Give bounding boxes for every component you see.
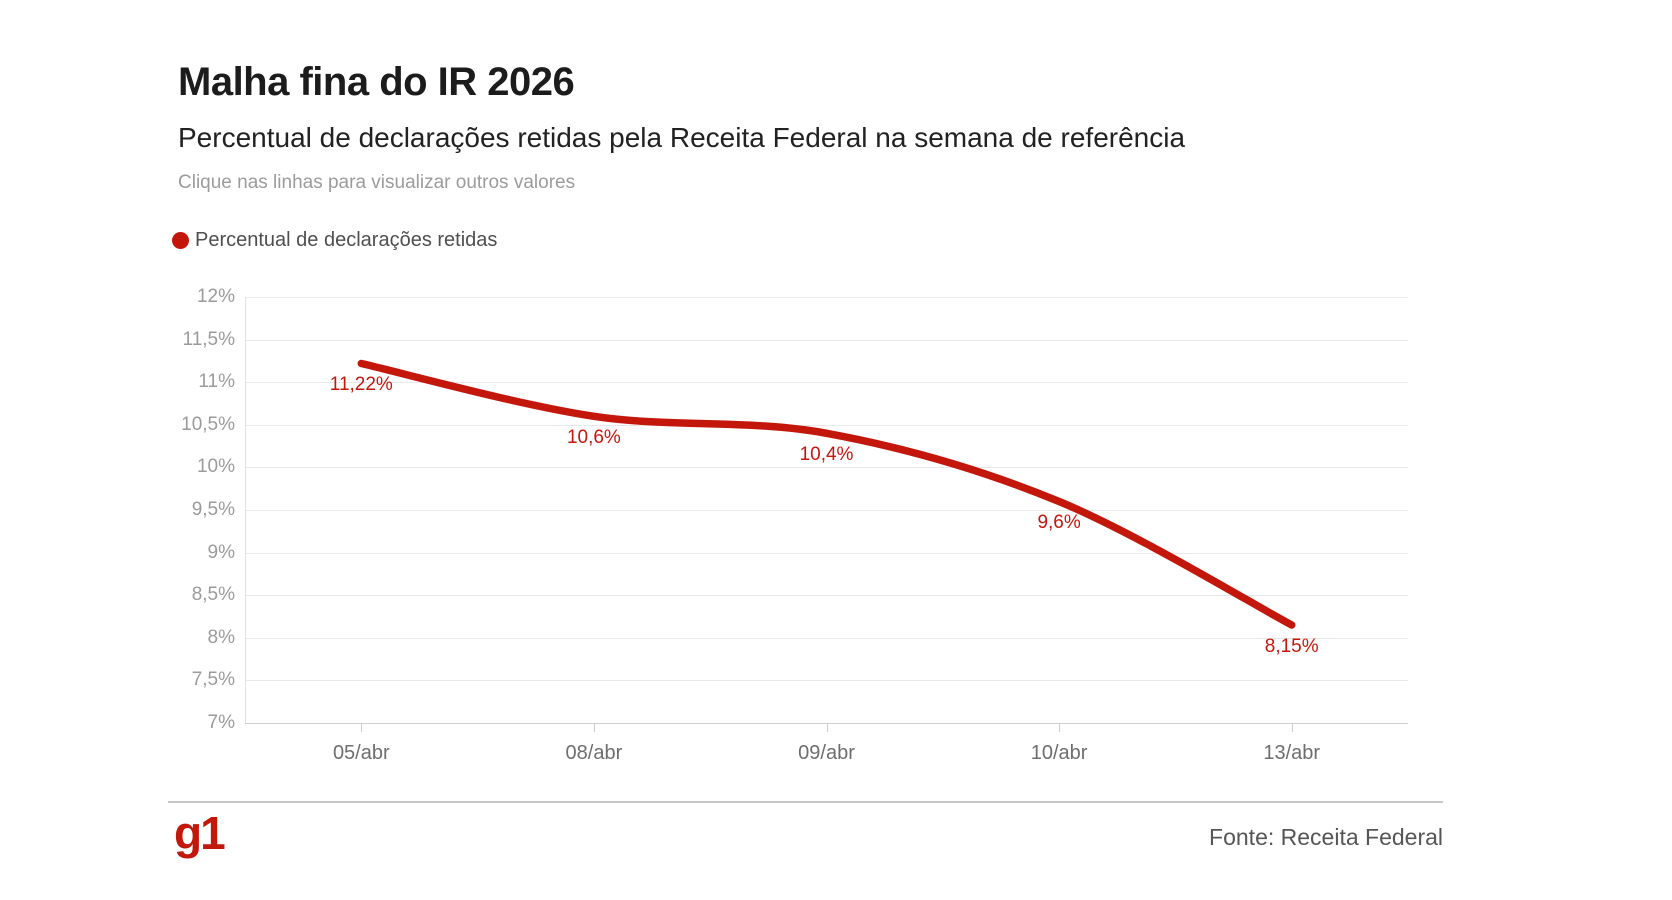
y-axis-line [245,297,246,723]
gridline [245,595,1408,597]
gridline [245,637,1408,639]
y-axis-tick-label: 12% [196,286,235,307]
x-axis-tick [1291,723,1293,732]
data-label: 10,6% [566,427,621,449]
data-label: 8,15% [1264,636,1319,658]
y-axis-tick-label: 8% [207,626,235,648]
x-axis-tick [1059,723,1061,732]
y-axis-tick-label: 10,5% [181,413,235,435]
source-credit: Fonte: Receita Federal [1209,824,1443,850]
y-axis-tick-label: 10% [196,456,235,478]
gridline [245,510,1408,511]
series-line-svg [357,359,1296,629]
g1-logo: g1 [174,807,226,859]
y-axis-tick-label: 9% [207,541,235,563]
y-axis-tick-label: 7% [207,712,235,733]
gridline [245,424,1408,426]
y-axis-tick-label: 9,5% [191,499,235,520]
gridline [245,297,1408,298]
legend-marker-icon [172,232,189,249]
series-line[interactable] [357,359,1296,629]
y-axis-tick-label: 8,5% [191,584,235,606]
x-axis-tick [826,723,828,732]
y-axis-tick-label: 11% [198,371,235,393]
legend-item[interactable]: Percentual de declarações retidas [172,229,497,252]
footer-divider [168,801,1443,803]
legend-label: Percentual de declarações retidas [195,229,498,251]
gridline [245,552,1408,554]
data-label: 10,4% [799,444,854,466]
gridline [245,680,1408,682]
data-label: 11,22% [329,374,393,396]
page-subtitle: Percentual de declarações retidas pela R… [178,122,1186,153]
page-title: Malha fina do IR 2026 [178,60,575,104]
y-axis-tick-label: 7,5% [191,669,235,691]
y-axis-tick-label: 11,5% [182,328,235,350]
data-label: 9,6% [1037,512,1081,534]
gridline [245,467,1408,469]
x-axis-tick-label: 10/abr [1030,742,1088,764]
x-axis-tick-label: 08/abr [565,742,623,764]
x-axis-tick-label: 13/abr [1263,742,1321,764]
x-axis-tick [593,723,595,732]
x-axis-tick-label: 05/abr [332,742,390,764]
interaction-hint: Clique nas linhas para visualizar outros… [178,172,576,193]
x-axis-tick-label: 09/abr [798,742,855,764]
gridline [245,339,1408,341]
gridline [245,382,1408,384]
x-axis-tick [361,723,363,732]
